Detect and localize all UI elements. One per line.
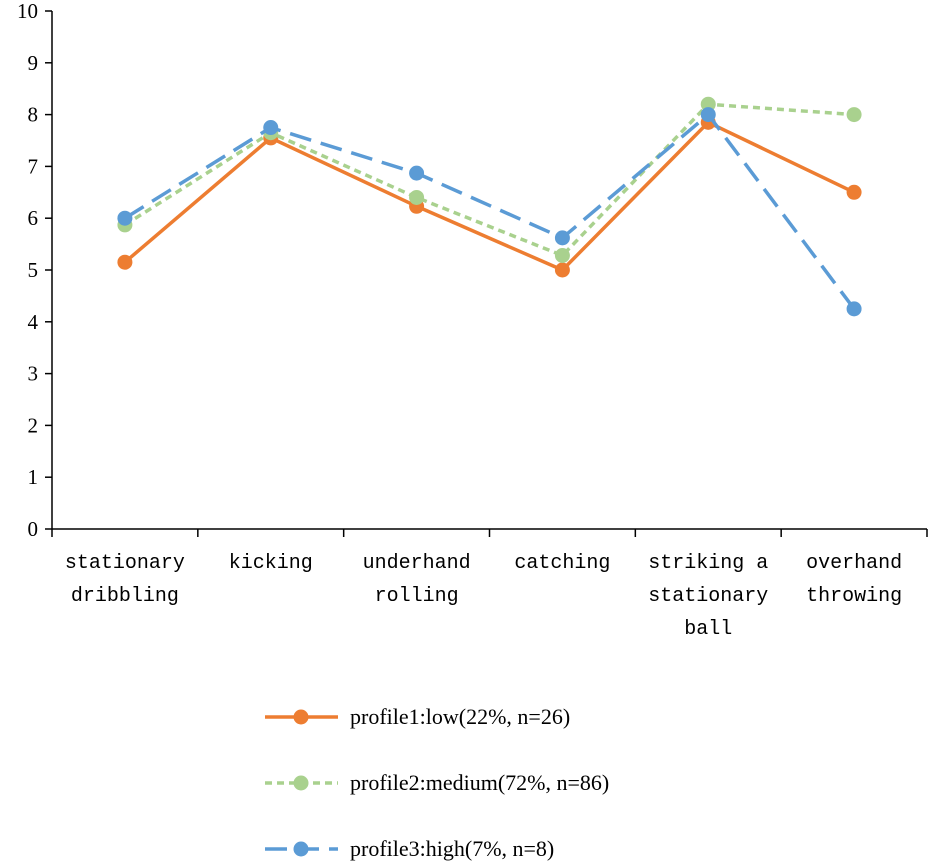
y-tick-label: 10 [17,0,38,23]
x-tick-labels: stationary dribbling kicking underhand rolli… [65,552,902,641]
x-tick-label: striking a [648,552,768,575]
y-tick-label: 3 [28,362,39,386]
y-tick-label: 4 [28,310,39,334]
y-tick-label: 1 [28,465,39,489]
legend: profile1:low(22%, n=26) profile2:medium(7… [265,704,609,861]
data-point [554,262,570,278]
y-tick-label: 9 [28,51,39,75]
data-point [846,184,862,200]
data-point [554,230,570,246]
y-tick-label: 7 [28,154,39,178]
data-point [700,96,716,112]
legend-label: profile1:low(22%, n=26) [350,704,570,729]
data-point [554,247,570,263]
series-1 [117,114,862,278]
series-3 [117,107,862,317]
data-point [700,107,716,123]
data-point [409,165,425,181]
y-tick-label: 2 [28,413,39,437]
x-tick-label: stationary [648,585,768,608]
x-tick-label: throwing [806,585,902,608]
data-point [263,120,279,136]
y-tick-label: 8 [28,103,39,127]
y-tick-labels: 0 1 2 3 4 5 6 7 8 9 10 [17,0,39,541]
data-point [846,107,862,123]
data-point [117,254,133,270]
x-tick-label: catching [514,552,610,575]
series-line [123,102,855,258]
legend-label: profile2:medium(72%, n=86) [350,770,609,795]
series-lines [117,96,862,317]
x-tick-label: overhand [806,552,902,575]
legend-item: profile1:low(22%, n=26) [265,704,570,729]
legend-item: profile3:high(7%, n=8) [265,836,554,861]
y-tick-label: 5 [28,258,39,282]
data-point [117,210,133,226]
x-tick-label: dribbling [71,585,179,608]
data-point [846,301,862,317]
x-tick-label: underhand [363,552,471,575]
series-line [123,112,856,310]
x-tick-label: kicking [229,552,313,575]
legend-label: profile3:high(7%, n=8) [350,836,554,861]
y-tick-label: 0 [28,517,39,541]
data-point [409,189,425,205]
x-tick-label: stationary [65,552,185,575]
legend-item: profile2:medium(72%, n=86) [265,770,609,795]
x-tick-label: ball [684,618,732,641]
series-line [123,120,855,273]
axes [45,10,928,537]
legend-marker [293,709,309,725]
x-tick-label: rolling [375,585,459,608]
legend-marker [293,841,309,857]
legend-marker [293,775,309,791]
y-tick-label: 6 [28,206,39,230]
